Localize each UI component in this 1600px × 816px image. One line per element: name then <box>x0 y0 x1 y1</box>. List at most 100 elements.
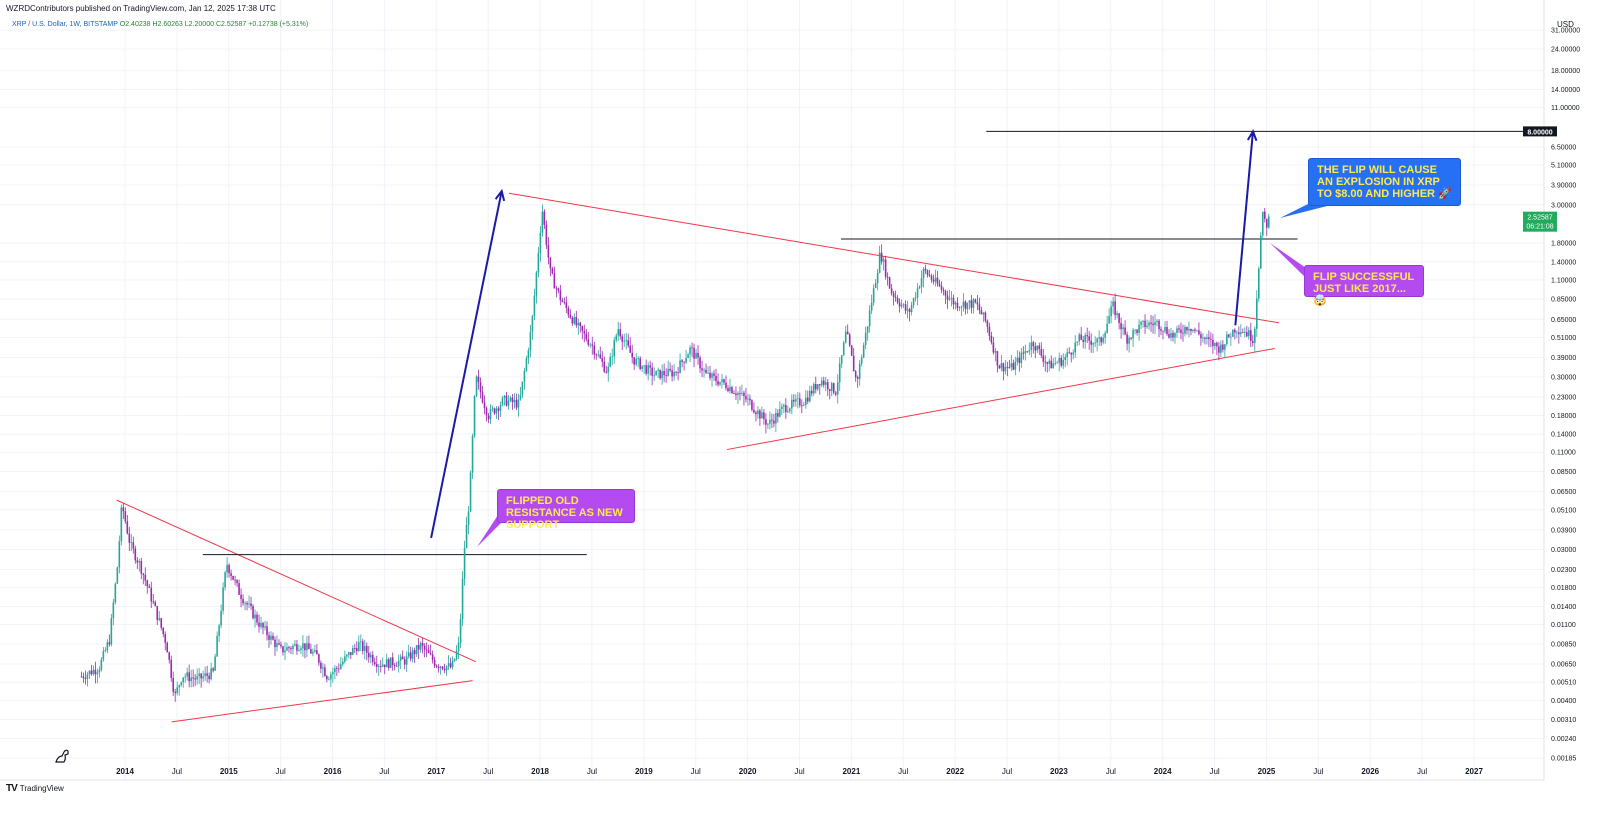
candle-body <box>188 672 190 682</box>
y-tick-label: 5.10000 <box>1551 163 1576 170</box>
dino-icon[interactable] <box>55 749 69 763</box>
candle-body <box>545 224 548 246</box>
candle-body <box>982 312 985 315</box>
candle-body <box>1180 329 1182 333</box>
candle-body <box>1016 357 1019 362</box>
candle-body <box>615 335 618 341</box>
candle-body <box>1050 360 1053 369</box>
candle-body <box>158 618 161 621</box>
candle-body <box>657 369 659 371</box>
y-tick-label: 0.05100 <box>1551 507 1576 514</box>
candle-body <box>435 665 438 667</box>
candle-body <box>876 272 879 283</box>
candle-body <box>284 650 286 653</box>
candle-body <box>1026 351 1029 353</box>
candle-body <box>952 297 955 305</box>
candle-body <box>375 664 378 667</box>
y-tick-label: 1.10000 <box>1551 277 1576 284</box>
candle-body <box>898 302 901 307</box>
candle-body <box>1228 334 1230 337</box>
candle-body <box>808 390 811 402</box>
candle-body <box>395 666 398 667</box>
target-price-label: 8.00000 <box>1527 129 1552 136</box>
candle-body <box>1072 352 1075 355</box>
candle-body <box>260 622 262 627</box>
candle-body <box>216 635 218 657</box>
candle-body <box>1182 332 1184 334</box>
candle-body <box>904 304 907 311</box>
candle-body <box>124 511 127 522</box>
candle-body <box>984 312 987 321</box>
candle-body <box>832 383 835 393</box>
candle-body <box>912 298 915 306</box>
candle-body <box>1134 329 1136 331</box>
candle-body <box>455 650 458 659</box>
candle-body <box>1058 358 1061 363</box>
candle-body <box>361 641 364 651</box>
candle-body <box>882 259 885 262</box>
y-tick-label: 14.00000 <box>1551 87 1580 94</box>
candle-body <box>619 329 622 337</box>
candle-body <box>1002 363 1005 372</box>
candle-body <box>617 329 620 336</box>
y-tick-label: 0.01100 <box>1551 622 1576 629</box>
candle-body <box>1214 342 1216 347</box>
candle-body <box>1190 328 1192 332</box>
candle-body <box>571 317 574 324</box>
candle-body <box>900 304 903 307</box>
candle-body <box>791 399 793 409</box>
candle-body <box>403 659 406 665</box>
candle-body <box>944 290 947 296</box>
candle-body <box>449 663 452 668</box>
tradingview-footer[interactable]: TV TradingView <box>6 783 64 794</box>
trendline <box>171 680 473 723</box>
time-axis[interactable]: 2014 Jul 2015 Jul 2016 Jul 2017 Jul 2018 Jul 2019 J… <box>116 767 1483 776</box>
candle-body <box>641 365 643 370</box>
candle-body <box>381 664 384 667</box>
candle-body <box>391 657 394 666</box>
candle-body <box>1128 337 1130 344</box>
ohlc-change: +0.12738 (+5.31%) <box>248 21 309 28</box>
tradingview-brand: TradingView <box>19 784 64 793</box>
callout-flipped-support[interactable]: FLIPPED OLD RESISTANCE AS NEW SUPPORT <box>497 489 635 531</box>
candle-body <box>437 666 440 669</box>
bar-countdown-label: 06:21:08 <box>1526 224 1553 231</box>
candle-body <box>801 405 803 407</box>
candle-body <box>1068 352 1071 354</box>
candle-body <box>168 652 171 660</box>
symbol-name[interactable]: XRP / U.S. Dollar, 1W, BITSTAMP <box>12 21 118 28</box>
candle-body <box>499 405 502 411</box>
candle-body <box>573 317 576 324</box>
candle-body <box>659 369 661 379</box>
x-tick-label: Jul <box>276 767 286 776</box>
grid-lines <box>0 0 1544 780</box>
candle-body <box>968 300 971 303</box>
y-tick-label: 0.01800 <box>1551 585 1576 592</box>
candle-body <box>974 299 977 303</box>
candle-body <box>890 288 893 294</box>
candle-body <box>292 645 294 650</box>
price-axis[interactable]: 31.00000 24.00000 18.00000 14.00000 11.00000… <box>1551 28 1580 763</box>
candle-body <box>86 674 89 679</box>
candle-body <box>1110 306 1112 317</box>
candle-body <box>938 283 941 286</box>
candle-body <box>1024 351 1027 354</box>
candle-body <box>94 669 97 675</box>
callout-flip-successful[interactable]: FLIP SUCCESSFUL JUST LIKE 2017... 🤯 <box>1304 265 1424 307</box>
candle-body <box>148 586 151 588</box>
candle-body <box>1078 334 1080 342</box>
candle-body <box>495 408 498 414</box>
ohlc-open: O2.40238 <box>119 21 151 28</box>
candle-body <box>874 282 877 289</box>
arrow-shaft <box>1234 131 1254 326</box>
candle-body <box>1034 346 1037 351</box>
callout-explosion-target[interactable]: THE FLIP WILL CAUSE AN EXPLOSION IN XRP … <box>1308 158 1461 206</box>
candle-body <box>830 383 833 391</box>
candle-body <box>1088 336 1090 341</box>
candle-body <box>330 674 332 680</box>
candle-body <box>773 420 775 424</box>
y-tick-label: 0.18000 <box>1551 413 1576 420</box>
candle-body <box>1144 320 1146 328</box>
candle-body <box>629 345 631 353</box>
